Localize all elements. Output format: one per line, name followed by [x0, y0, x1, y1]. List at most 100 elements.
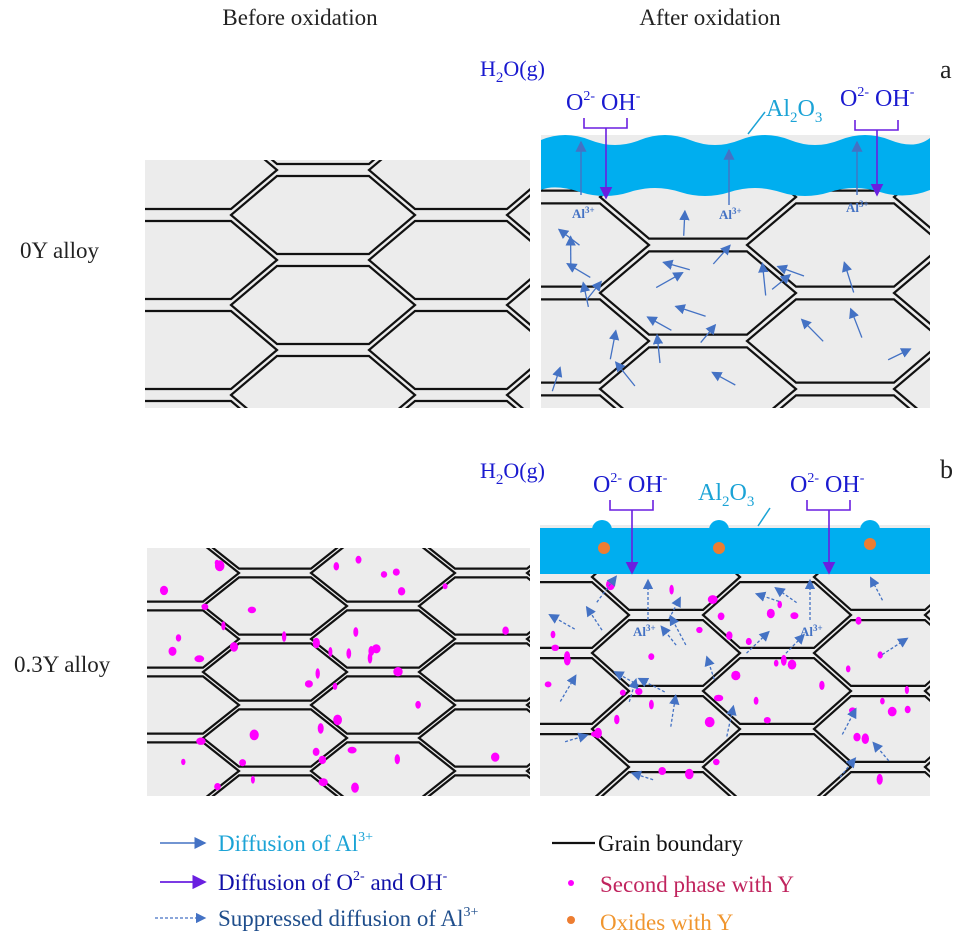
- grain: [540, 580, 631, 650]
- second-phase-particle: [780, 654, 787, 666]
- second-phase-particle: [367, 652, 373, 664]
- svg-text:O2- OH-: O2- OH-: [566, 89, 641, 116]
- suppressed-al-arrow: [559, 674, 577, 702]
- al-diffusion-arrow: [849, 307, 863, 338]
- second-phase-particle: [704, 716, 715, 728]
- second-phase-particle: [312, 747, 320, 757]
- grain: [0, 266, 139, 344]
- suppressed-al-arrow: [869, 576, 884, 601]
- second-phase-particle: [685, 768, 694, 780]
- legend-grain-boundary: Grain boundary: [598, 831, 743, 856]
- al-diffusion-arrow: [646, 316, 672, 331]
- second-phase-particle: [787, 659, 797, 670]
- alumina-pointer-a: [747, 111, 766, 135]
- water-label-b: H2O(g): [480, 458, 545, 488]
- grain: [367, 309, 530, 391]
- second-phase-particle: [550, 630, 556, 639]
- grain: [505, 374, 530, 408]
- second-phase-particle: [619, 689, 626, 696]
- legend-oxide-dot: [567, 916, 575, 924]
- second-phase-particle: [877, 651, 883, 659]
- second-phase-particle: [491, 752, 500, 762]
- second-phase-particle: [332, 682, 338, 690]
- second-phase-particle: [502, 626, 509, 635]
- grain: [598, 250, 798, 336]
- second-phase-particle: [845, 665, 851, 673]
- second-phase-particle: [318, 778, 328, 787]
- second-phase-particle: [876, 773, 883, 785]
- svg-text:O2- OH-: O2- OH-: [840, 85, 915, 112]
- second-phase-particle: [731, 670, 741, 681]
- second-phase-particle: [707, 595, 718, 604]
- suppressed-al-arrow: [669, 694, 680, 727]
- al-diffusion-arrow: [551, 366, 563, 392]
- grain: [147, 609, 241, 669]
- al-diffusion-arrow: [655, 272, 684, 289]
- al-diffusion-arrow: [711, 371, 736, 386]
- grain: [925, 506, 977, 572]
- second-phase-particle: [853, 732, 861, 742]
- grain: [417, 642, 530, 702]
- second-phase-particle: [317, 723, 324, 734]
- second-phase-particle: [669, 584, 674, 595]
- legend-o-diffusion: Diffusion of O2- and OH-: [218, 869, 448, 895]
- second-phase-particle: [564, 651, 571, 662]
- second-phase-particle: [347, 746, 357, 754]
- al-diffusion-arrow: [614, 361, 636, 387]
- second-phase-particle: [713, 694, 724, 702]
- second-phase-particle: [696, 626, 703, 634]
- second-phase-particles-before: [159, 555, 509, 793]
- second-phase-particle: [635, 688, 643, 695]
- grain: [892, 356, 930, 408]
- al-ion-labels-b: Al3+ Al3+: [633, 623, 823, 639]
- grain: [0, 577, 131, 634]
- al-diffusion-arrow: [700, 323, 717, 344]
- al-diffusion-arrow: [800, 318, 824, 342]
- grain: [147, 675, 241, 735]
- row-label-0y: 0Y alloy: [20, 238, 99, 263]
- suppressed-arrows-to-scale-b: [642, 578, 816, 620]
- oxide-with-y: [713, 542, 725, 554]
- second-phase-particle: [346, 648, 352, 659]
- suppressed-al-arrow: [668, 596, 681, 620]
- second-phase-particle: [648, 653, 655, 660]
- grain: [201, 642, 349, 702]
- al-diffusion-arrow: [679, 209, 690, 236]
- al-diffusion-arrow: [580, 281, 591, 308]
- header-before: Before oxidation: [222, 5, 378, 30]
- al-diffusion-arrows-0y: [551, 209, 912, 392]
- grain: [211, 548, 339, 570]
- ion-group-a2: O2- OH-: [840, 85, 915, 195]
- second-phase-particle: [394, 754, 400, 765]
- al-diffusion-arrow: [712, 244, 731, 265]
- panel-letter-b: b: [940, 455, 953, 484]
- grain: [600, 770, 732, 796]
- grain: [417, 576, 530, 636]
- second-phase-particle: [247, 606, 257, 614]
- grain: [0, 841, 131, 898]
- al-arrows-through-scale-a: [575, 140, 863, 205]
- grain: [812, 618, 930, 688]
- grain: [505, 284, 530, 326]
- grain: [598, 346, 798, 408]
- suppressed-al-arrow: [839, 757, 857, 778]
- grain: [145, 309, 279, 391]
- oxide-with-y: [598, 542, 610, 554]
- second-phase-particle: [819, 680, 825, 691]
- ion-group-b1: O2- OH-: [593, 471, 668, 573]
- suppressed-al-arrow: [785, 633, 806, 654]
- row-label-03y: 0.3Y alloy: [14, 652, 111, 677]
- second-phase-particle: [745, 637, 752, 646]
- legend-al-diffusion: Diffusion of Al3+: [218, 830, 373, 856]
- grain: [525, 569, 530, 577]
- alumina-label-a: Al2O3: [766, 96, 822, 126]
- second-phase-particle: [250, 775, 255, 784]
- oxide-bump: [860, 520, 880, 540]
- oxide-with-y: [864, 538, 876, 550]
- suppressed-al-diffusion-arrows-03y: [548, 575, 909, 781]
- grain: [309, 741, 457, 796]
- grain: [540, 656, 631, 726]
- grain: [367, 219, 530, 301]
